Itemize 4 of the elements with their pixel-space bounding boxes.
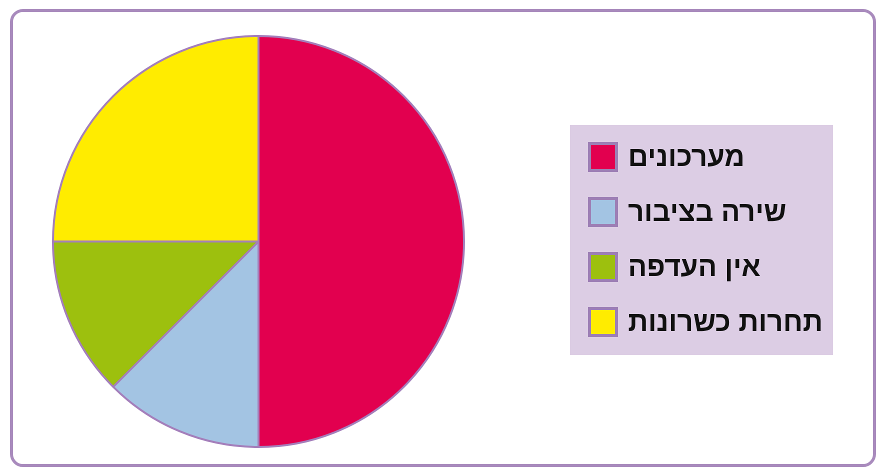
- legend-label: מערכונים: [628, 140, 745, 172]
- legend-label: אין העדפה: [628, 250, 761, 282]
- legend-label: תחרות כשרונות: [628, 306, 823, 338]
- legend-label: שירה בציבור: [628, 196, 786, 228]
